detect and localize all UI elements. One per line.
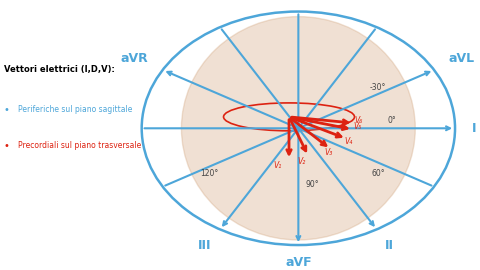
Text: aVR: aVR — [121, 52, 148, 65]
Text: I: I — [471, 122, 476, 135]
Text: aVL: aVL — [448, 52, 474, 65]
Text: V₄: V₄ — [345, 137, 353, 146]
Text: V₂: V₂ — [297, 157, 305, 166]
Text: 90°: 90° — [306, 180, 319, 189]
Text: V₁: V₁ — [273, 161, 281, 170]
Text: 60°: 60° — [371, 170, 384, 178]
Text: aVF: aVF — [285, 256, 312, 269]
Text: II: II — [385, 239, 394, 252]
Text: III: III — [198, 239, 212, 252]
Text: •: • — [4, 141, 10, 151]
Text: Precordiali sul piano trasversale: Precordiali sul piano trasversale — [18, 141, 141, 150]
Text: V₅: V₅ — [353, 122, 361, 131]
Text: 0°: 0° — [387, 116, 396, 125]
Text: 120°: 120° — [200, 170, 218, 178]
Ellipse shape — [181, 17, 415, 240]
Text: Periferiche sul piano sagittale: Periferiche sul piano sagittale — [18, 106, 132, 114]
Text: V₆: V₆ — [354, 116, 362, 125]
Text: V₃: V₃ — [324, 148, 332, 157]
Text: Vettori elettrici (I,D,V):: Vettori elettrici (I,D,V): — [4, 65, 115, 74]
Text: •: • — [4, 106, 10, 116]
Text: -30°: -30° — [370, 83, 386, 92]
